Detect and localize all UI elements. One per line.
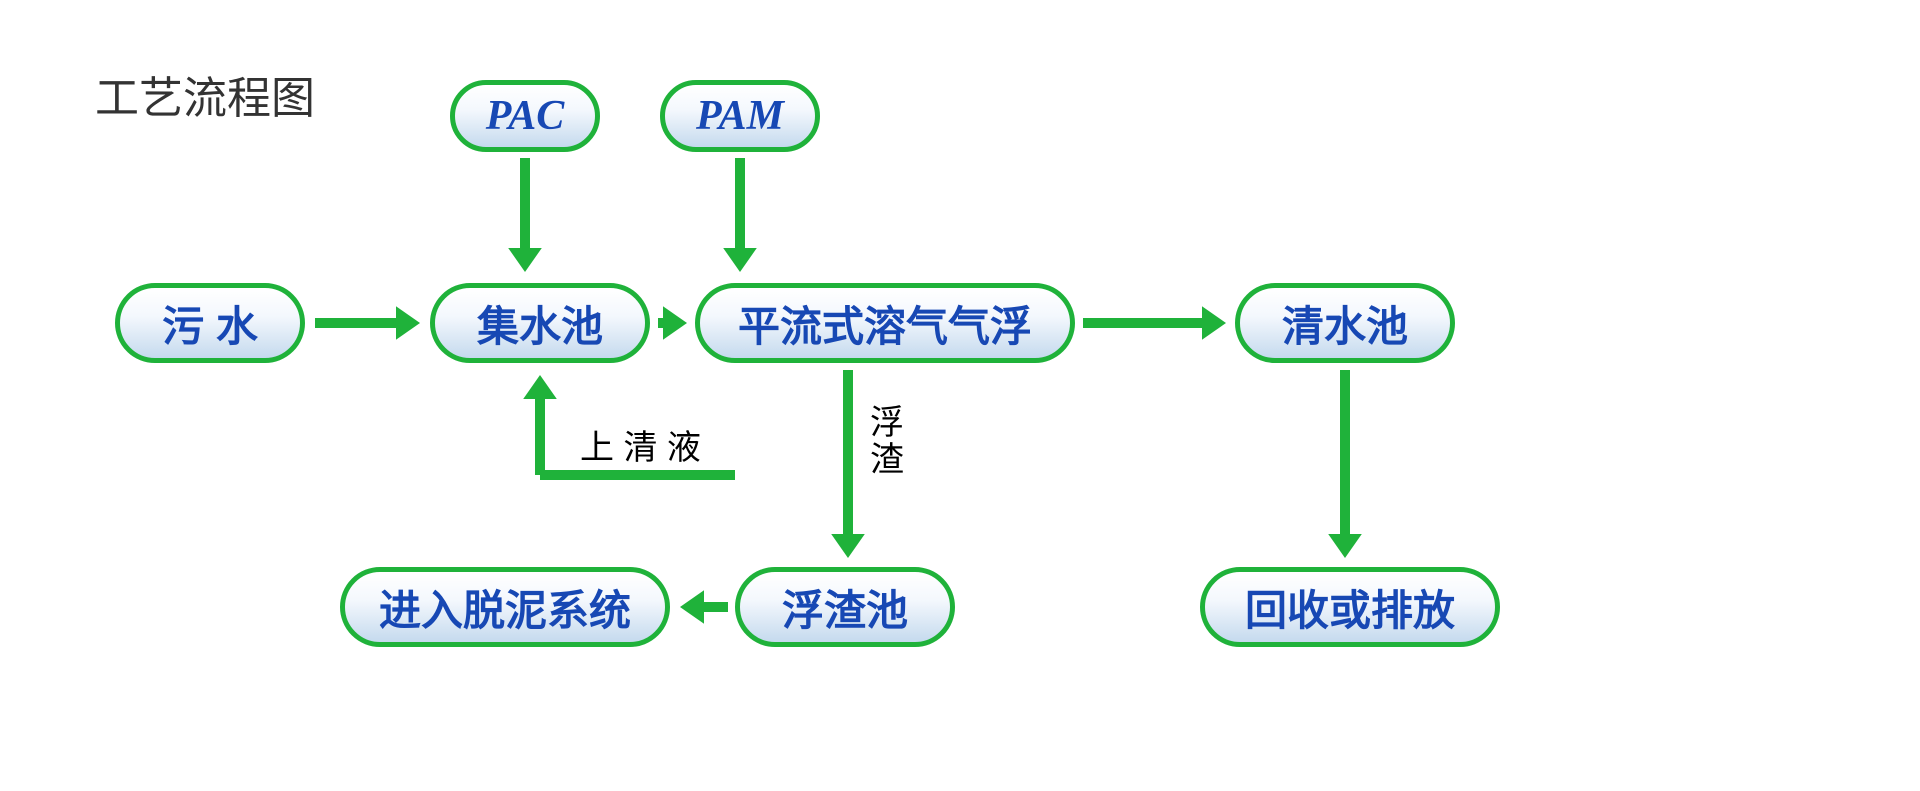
edge-label-fuzha-2: 渣 [870, 432, 904, 481]
edge-label-shangqingye: 上 清 液 [580, 420, 701, 469]
node-pam: PAM [660, 80, 820, 152]
node-tuini: 进入脱泥系统 [340, 567, 670, 647]
node-huishou: 回收或排放 [1200, 567, 1500, 647]
node-qingshui: 清水池 [1235, 283, 1455, 363]
node-wushui: 污 水 [115, 283, 305, 363]
node-fuzha: 浮渣池 [735, 567, 955, 647]
node-pingliu: 平流式溶气气浮 [695, 283, 1075, 363]
node-pac: PAC [450, 80, 600, 152]
diagram-title: 工艺流程图 [95, 62, 315, 126]
node-jishui: 集水池 [430, 283, 650, 363]
